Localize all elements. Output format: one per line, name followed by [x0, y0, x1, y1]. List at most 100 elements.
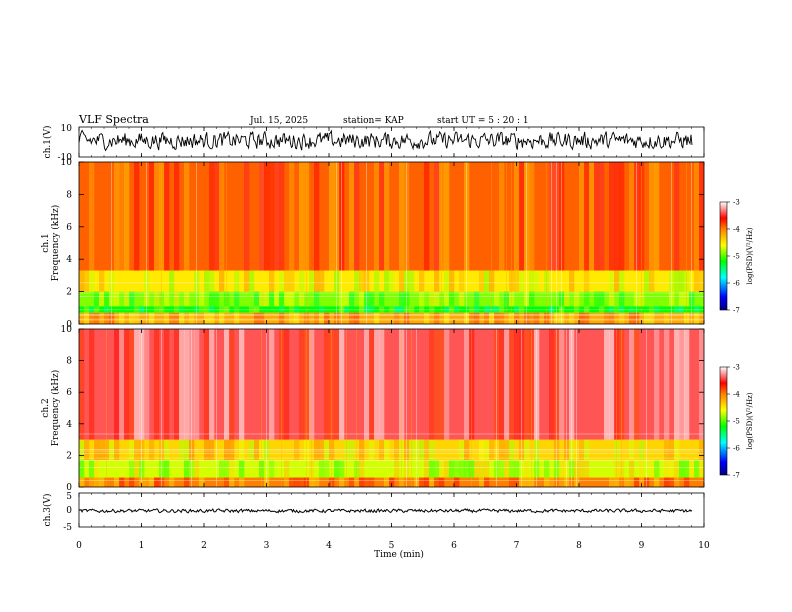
ch2-colorbar-ticks: -3 -4 -5 -6 -7: [727, 364, 740, 480]
spec-cell: [94, 439, 100, 461]
ch1-spectrogram-panel: 0 2 4 6 8 10 ch.1 Frequency (kHz): [41, 158, 705, 330]
spec-cell: [84, 439, 90, 461]
spec-cell: [514, 306, 520, 313]
spec-cell: [654, 306, 660, 313]
ch2-colorbar-gradient: [719, 366, 728, 476]
xtick-label: 3: [264, 541, 270, 551]
spec-cell: [384, 439, 390, 461]
spec-cell: [209, 439, 215, 461]
spec-cell: [569, 312, 575, 324]
ch2-colorbar-label: log(PSD)(V²/Hz): [746, 392, 754, 449]
spec-cell: [674, 477, 680, 487]
spec-cell: [129, 477, 135, 487]
spec-cell: [694, 270, 700, 292]
spec-cell: [664, 329, 670, 440]
spec-cell: [409, 270, 415, 292]
colorbar-tick-label: -6: [733, 445, 740, 453]
spec-cell: [514, 460, 520, 478]
spec-cell: [299, 477, 305, 487]
spec-cell: [569, 270, 575, 292]
spec-cell: [214, 291, 220, 307]
spec-cell: [384, 270, 390, 292]
spec-cell: [204, 329, 210, 440]
spec-cell: [469, 306, 475, 313]
spec-cell: [124, 162, 130, 271]
ch1-ytick-bottom: -10: [58, 153, 73, 163]
spec-cell: [104, 312, 110, 324]
spec-cell: [654, 329, 660, 440]
spec-cell: [94, 306, 100, 313]
spec-cell: [694, 460, 700, 478]
spec-cell: [484, 439, 490, 461]
spec-cell: [154, 329, 160, 440]
xtick-label: 9: [639, 541, 645, 551]
spec-cell: [174, 329, 180, 440]
spec-cell: [484, 270, 490, 292]
spec-cell: [209, 291, 215, 307]
spec-cell: [324, 460, 330, 478]
spec-cell: [594, 291, 600, 307]
spec-cell: [484, 477, 490, 487]
ch1-ytick-top: 10: [61, 124, 73, 134]
spec-cell: [584, 162, 590, 271]
spec-cell: [699, 329, 705, 440]
spec-cell: [284, 329, 290, 440]
spec-cell: [129, 460, 135, 478]
spec-cell: [689, 460, 695, 478]
ch2-spectrogram-panel: 0 2 4 6 8 10 ch.2 Frequency (kHz): [41, 325, 705, 493]
spec-cell: [444, 460, 450, 478]
spec-cell: [584, 291, 590, 307]
spec-cell: [494, 306, 500, 313]
spec-cell: [579, 460, 585, 478]
xtick-label: 4: [326, 541, 332, 551]
spec-cell: [269, 460, 275, 478]
spec-cell: [129, 312, 135, 324]
spec-cell: [479, 270, 485, 292]
ytick-label: 6: [66, 388, 72, 398]
spec-band: [79, 439, 704, 461]
spec-cell: [374, 270, 380, 292]
spec-cell: [339, 329, 345, 440]
spec-cell: [514, 162, 520, 271]
spec-band: [79, 460, 704, 478]
spec-cell: [599, 291, 605, 307]
spec-cell: [649, 162, 655, 271]
spec-cell: [354, 270, 360, 292]
spec-cell: [394, 312, 400, 324]
spec-cell: [424, 477, 430, 487]
spec-cell: [509, 439, 515, 461]
spec-cell: [589, 162, 595, 271]
spec-cell: [79, 460, 85, 478]
spec-cell: [129, 439, 135, 461]
spec-cell: [94, 291, 100, 307]
spec-cell: [654, 162, 660, 271]
spec-cell: [244, 162, 250, 271]
spec-cell: [444, 270, 450, 292]
spec-cell: [239, 477, 245, 487]
spec-cell: [559, 329, 565, 440]
spec-cell: [254, 291, 260, 307]
spec-cell: [314, 477, 320, 487]
spec-cell: [349, 162, 355, 271]
spec-cell: [154, 291, 160, 307]
ytick-label: 0: [66, 483, 72, 493]
spec-cell: [99, 439, 105, 461]
spec-cell: [394, 306, 400, 313]
spec-cell: [124, 329, 130, 440]
spec-cell: [174, 306, 180, 313]
spec-cell: [564, 291, 570, 307]
spec-cell: [634, 477, 640, 487]
spec-cell: [399, 306, 405, 313]
spec-cell: [359, 291, 365, 307]
spec-cell: [384, 477, 390, 487]
spec-cell: [269, 162, 275, 271]
spec-cell: [429, 306, 435, 313]
spec-cell: [674, 162, 680, 271]
spec-cell: [664, 477, 670, 487]
spec-cell: [309, 270, 315, 292]
spec-cell: [369, 291, 375, 307]
spec-cell: [184, 162, 190, 271]
spec-cell: [699, 162, 705, 271]
spec-cell: [294, 477, 300, 487]
spec-cell: [189, 312, 195, 324]
